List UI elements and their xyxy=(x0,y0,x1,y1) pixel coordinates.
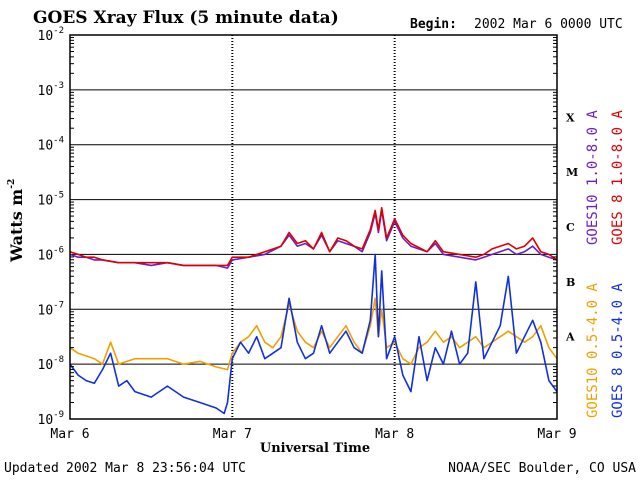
x-tick-label: Mar 7 xyxy=(213,427,252,442)
y-tick-label: 10-9 xyxy=(38,410,65,428)
flare-class-b: B xyxy=(566,276,575,289)
x-tick-labels: Mar 6 Mar 7 Mar 8 Mar 9 xyxy=(50,427,576,442)
y-tick-base: 10 xyxy=(38,303,54,318)
x-tick-label: Mar 9 xyxy=(537,427,576,442)
y-tick-base: 10 xyxy=(38,139,54,154)
y-axis-label: Watts m-2 xyxy=(7,179,26,263)
y-tick-label: 10-4 xyxy=(38,136,65,154)
axes xyxy=(69,34,558,420)
legend-goes10-long: GOES10 1.0-8.0 A xyxy=(585,110,601,245)
y-tick-label: 10-8 xyxy=(38,355,65,373)
updated-value: 2002 Mar 8 23:56:04 UTC xyxy=(66,461,246,476)
y-tick-label: 10-2 xyxy=(38,26,65,44)
y-tick-labels: 10-210-310-410-510-610-710-810-9 xyxy=(38,26,65,428)
y-tick-exponent: -4 xyxy=(53,136,64,146)
y-axis-label-exponent: -2 xyxy=(7,179,17,189)
flare-class-labels: X M C B A xyxy=(565,111,578,343)
y-tick-exponent: -3 xyxy=(53,81,64,91)
y-tick-label: 10-7 xyxy=(38,300,65,318)
flare-class-c: C xyxy=(566,221,575,234)
y-tick-base: 10 xyxy=(38,248,54,263)
plot-frame xyxy=(69,34,558,420)
y-tick-exponent: -2 xyxy=(53,26,64,36)
chart-title: GOES Xray Flux (5 minute data) xyxy=(33,8,339,28)
y-tick-exponent: -5 xyxy=(53,191,64,201)
series-line-2 xyxy=(69,297,558,371)
y-tick-label: 10-6 xyxy=(38,245,65,263)
y-tick-exponent: -6 xyxy=(53,245,64,255)
y-tick-label: 10-5 xyxy=(38,191,65,209)
flare-class-x: X xyxy=(566,111,575,124)
y-tick-base: 10 xyxy=(38,194,54,209)
y-axis-label-text: Watts m xyxy=(7,189,26,263)
y-tick-base: 10 xyxy=(38,413,54,428)
y-tick-base: 10 xyxy=(38,358,54,373)
x-axis-label: Universal Time xyxy=(260,441,370,456)
gridlines xyxy=(70,35,557,419)
x-tick-label: Mar 8 xyxy=(375,427,414,442)
updated-label: Updated xyxy=(4,461,59,476)
y-tick-exponent: -7 xyxy=(53,300,64,310)
series-layer xyxy=(69,207,558,415)
legend-goes8-long: GOES 8 1.0-8.0 A xyxy=(610,110,626,245)
y-tick-exponent: -8 xyxy=(53,355,64,365)
y-tick-exponent: -9 xyxy=(53,410,64,420)
begin-label: Begin: xyxy=(410,17,457,32)
legend-goes10-short: GOES10 0.5-4.0 A xyxy=(585,283,601,418)
begin-value: 2002 Mar 6 0000 UTC xyxy=(474,17,623,32)
x-tick-label: Mar 6 xyxy=(50,427,89,442)
y-tick-label: 10-3 xyxy=(38,81,65,99)
flare-class-m: M xyxy=(566,166,578,179)
source-credit: NOAA/SEC Boulder, CO USA xyxy=(448,461,636,476)
y-tick-base: 10 xyxy=(38,29,54,44)
legend-goes8-short: GOES 8 0.5-4.0 A xyxy=(610,283,626,418)
series-line-1 xyxy=(69,207,558,267)
y-tick-base: 10 xyxy=(38,84,54,99)
flare-class-a: A xyxy=(565,331,575,344)
series-line-3 xyxy=(69,253,558,415)
